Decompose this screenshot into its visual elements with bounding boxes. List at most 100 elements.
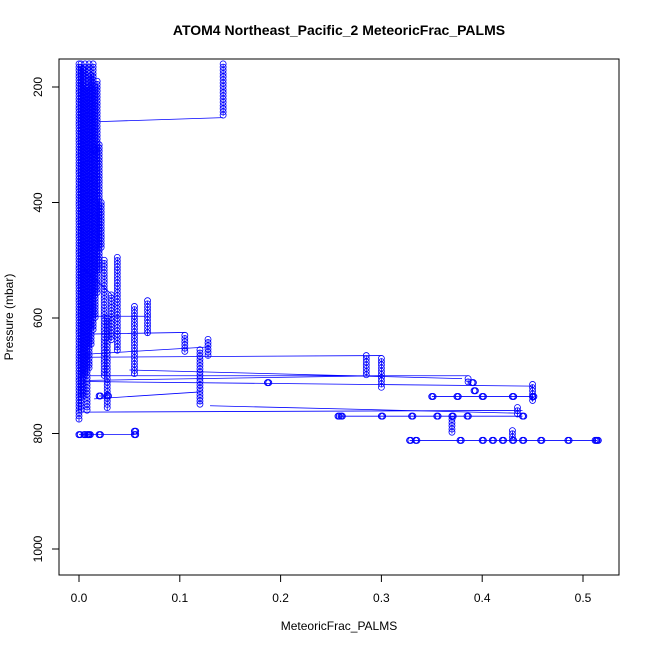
data-point bbox=[131, 367, 138, 374]
data-point bbox=[93, 285, 101, 293]
data-point bbox=[93, 93, 101, 101]
data-point bbox=[83, 368, 91, 376]
data-point bbox=[89, 63, 97, 71]
data-point bbox=[204, 342, 212, 350]
series-line-segment bbox=[83, 355, 382, 358]
data-point bbox=[219, 60, 227, 68]
y-tick-label: 600 bbox=[31, 308, 45, 328]
data-point bbox=[219, 95, 227, 103]
data-point bbox=[93, 87, 101, 95]
series-line-segment bbox=[129, 369, 463, 380]
series-line-segment bbox=[99, 117, 224, 123]
data-point bbox=[219, 76, 227, 84]
x-tick-label: 0.1 bbox=[171, 591, 188, 605]
data-point bbox=[95, 160, 103, 168]
data-point bbox=[95, 147, 103, 155]
data-point bbox=[362, 355, 370, 363]
data-point bbox=[89, 76, 97, 84]
data-point bbox=[97, 218, 105, 226]
data-point bbox=[97, 221, 105, 229]
data-point bbox=[196, 397, 204, 405]
data-point bbox=[95, 192, 103, 200]
data-point bbox=[93, 273, 101, 280]
data-point bbox=[100, 301, 108, 309]
data-point bbox=[204, 348, 212, 356]
data-point bbox=[131, 370, 138, 378]
data-point bbox=[91, 146, 99, 154]
data-point bbox=[103, 375, 111, 383]
data-point bbox=[113, 285, 121, 293]
x-tick-label: 0.0 bbox=[71, 591, 88, 605]
data-point bbox=[97, 243, 105, 251]
data-point bbox=[219, 63, 227, 71]
data-point bbox=[89, 70, 97, 77]
data-point bbox=[448, 425, 456, 433]
data-point bbox=[97, 240, 105, 248]
data-point bbox=[83, 400, 91, 408]
data-point bbox=[97, 202, 105, 210]
data-point bbox=[103, 400, 111, 408]
series-line-segment bbox=[83, 381, 533, 387]
data-point bbox=[448, 428, 456, 436]
data-point bbox=[514, 407, 521, 415]
x-tick-label: 0.5 bbox=[575, 591, 592, 605]
data-point bbox=[85, 364, 93, 372]
data-point bbox=[87, 340, 95, 348]
data-point bbox=[144, 329, 151, 337]
data-point bbox=[219, 111, 227, 119]
data-point bbox=[113, 253, 121, 261]
data-point bbox=[89, 60, 97, 68]
data-point bbox=[93, 109, 101, 117]
data-point bbox=[113, 333, 121, 341]
data-point bbox=[464, 375, 472, 383]
data-point bbox=[509, 433, 516, 441]
data-point bbox=[219, 73, 227, 81]
data-point bbox=[219, 89, 227, 97]
x-tick-label: 0.2 bbox=[272, 591, 289, 605]
series-line-segment bbox=[83, 409, 523, 413]
data-point bbox=[83, 406, 91, 414]
data-point bbox=[89, 79, 97, 87]
data-point bbox=[219, 70, 227, 77]
data-point bbox=[144, 297, 151, 305]
data-point bbox=[219, 102, 227, 109]
chart-title: ATOM4 Northeast_Pacific_2 MeteoricFrac_P… bbox=[173, 22, 505, 38]
data-point bbox=[377, 383, 385, 391]
data-point bbox=[95, 262, 103, 270]
data-point bbox=[181, 344, 189, 352]
data-point bbox=[471, 387, 479, 395]
series-line-segment bbox=[94, 391, 200, 400]
data-point bbox=[181, 341, 189, 349]
data-point bbox=[100, 269, 108, 277]
data-point bbox=[469, 379, 477, 387]
data-point bbox=[95, 250, 103, 257]
data-point bbox=[83, 384, 91, 392]
data-point bbox=[113, 269, 121, 277]
data-point bbox=[95, 195, 103, 203]
data-point bbox=[509, 427, 516, 435]
data-point bbox=[93, 119, 101, 127]
data-point bbox=[103, 359, 111, 367]
data-point bbox=[529, 397, 536, 404]
data-point bbox=[79, 392, 87, 400]
data-point bbox=[97, 205, 105, 213]
data-point bbox=[219, 79, 227, 87]
y-tick-label: 200 bbox=[31, 77, 45, 97]
data-point bbox=[113, 317, 121, 325]
data-point bbox=[79, 389, 87, 397]
data-point bbox=[93, 77, 101, 85]
data-point bbox=[89, 322, 97, 330]
data-point bbox=[87, 337, 95, 345]
data-point bbox=[93, 90, 101, 98]
data-point bbox=[93, 289, 101, 296]
data-point bbox=[219, 105, 227, 113]
data-point bbox=[95, 179, 103, 187]
series-line-segment bbox=[89, 375, 382, 381]
data-point bbox=[95, 176, 103, 184]
series-line-segment bbox=[210, 405, 523, 414]
data-point bbox=[219, 108, 227, 116]
data-point bbox=[93, 122, 101, 130]
data-point bbox=[196, 387, 204, 395]
data-point bbox=[131, 344, 138, 352]
